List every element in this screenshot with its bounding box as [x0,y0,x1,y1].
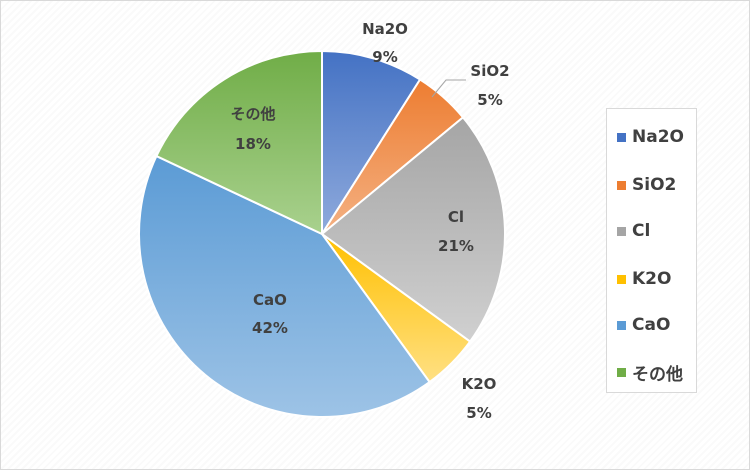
legend-item-other: その他 [617,360,683,385]
data-label-percent: 18% [235,135,271,153]
legend-swatch [617,367,626,377]
pie-slices [138,49,506,418]
legend-swatch [617,180,626,190]
legend-label: Na2O [632,127,684,147]
leader-line-sio2 [431,79,466,98]
data-label-category: Cl [448,208,464,226]
data-label-percent: 42% [252,319,288,337]
legend-swatch [617,274,626,284]
legend-item-cao: CaO [617,313,670,337]
legend-label: SiO2 [632,175,677,195]
pie-slice-cao [138,154,431,418]
pie-slice-cl [320,115,506,343]
legend: Na2O SiO2 Cl K2O CaO その他 [606,108,697,393]
data-label-category: Na2O [362,20,408,38]
legend-label: CaO [632,315,671,335]
legend-item-na2o: Na2O [617,125,684,149]
data-label-category: SiO2 [470,62,509,80]
data-label-category: その他 [230,105,275,123]
legend-label: その他 [632,364,683,385]
legend-item-k2o: K2O [617,267,671,291]
legend-label: Cl [632,221,651,241]
pie-slice-その他 [155,49,323,236]
leader-lines [431,79,466,98]
legend-swatch [617,320,626,330]
data-label-percent: 9% [372,48,397,66]
data-labels: Na2O 9% SiO2 5% Cl 21% K2O 5% CaO 42% その他 18% [230,20,509,422]
data-label-percent: 5% [477,91,502,109]
legend-swatch [617,132,626,142]
legend-label: K2O [632,269,672,289]
data-label-percent: 5% [466,404,491,422]
legend-swatch [617,226,626,236]
data-label-percent: 21% [438,237,474,255]
legend-item-sio2: SiO2 [617,173,676,197]
legend-item-cl: Cl [617,219,650,243]
data-label-category: CaO [253,291,287,309]
pie-slice-na2o [321,49,422,238]
data-label-category: K2O [462,375,497,393]
